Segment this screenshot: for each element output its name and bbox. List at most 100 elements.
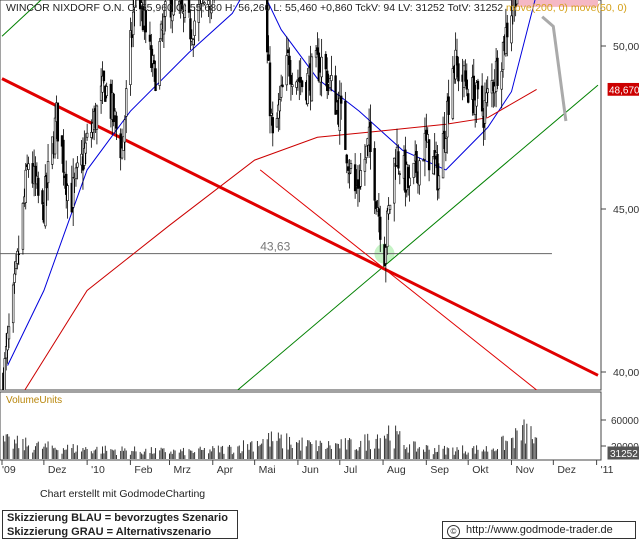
candle-body bbox=[486, 88, 489, 94]
candle-body bbox=[363, 158, 367, 172]
candle-body bbox=[6, 332, 9, 351]
candle bbox=[359, 152, 362, 190]
candle bbox=[279, 74, 283, 102]
candle-body bbox=[295, 81, 298, 88]
x-tick-label-5: Apr bbox=[217, 464, 234, 476]
x-tick-label-12: Nov bbox=[515, 464, 534, 476]
candle-body bbox=[53, 117, 57, 155]
candle-body bbox=[415, 151, 418, 173]
candle bbox=[475, 80, 478, 123]
header-open: O: 55,680 bbox=[175, 2, 222, 14]
candle-body bbox=[317, 52, 321, 82]
candle-body bbox=[138, 0, 142, 10]
candle-body bbox=[310, 56, 314, 102]
candle bbox=[95, 104, 99, 145]
candle-body bbox=[464, 70, 467, 82]
vol-last-tag bbox=[607, 446, 639, 460]
candle-body bbox=[412, 162, 415, 178]
candle-body bbox=[119, 133, 122, 159]
candle-body bbox=[193, 20, 196, 36]
candle-body bbox=[511, 5, 515, 11]
copyright-icon: © bbox=[447, 525, 460, 538]
candle-body bbox=[485, 92, 488, 103]
candle bbox=[192, 37, 195, 57]
candle-body bbox=[56, 102, 60, 142]
candle-body bbox=[379, 216, 382, 240]
candle bbox=[123, 115, 127, 161]
candle bbox=[85, 123, 89, 141]
candle-body bbox=[285, 55, 288, 86]
candle bbox=[393, 157, 396, 222]
legend-blue: Skizzierung BLAU = bevorzugtes Szenario bbox=[7, 512, 228, 524]
candle bbox=[386, 207, 389, 255]
candle bbox=[267, 35, 270, 62]
candle-body bbox=[423, 132, 427, 160]
price-tag-2 bbox=[607, 82, 639, 96]
candle bbox=[377, 192, 381, 233]
candle bbox=[162, 10, 166, 49]
candle-body bbox=[268, 62, 272, 117]
candle-body bbox=[278, 99, 281, 112]
candle-body bbox=[189, 18, 192, 40]
moving-average-0 bbox=[7, 0, 536, 366]
candle bbox=[379, 205, 382, 252]
candle-body bbox=[101, 75, 104, 93]
candle-body bbox=[444, 138, 448, 153]
candle bbox=[427, 139, 431, 182]
candle bbox=[510, 0, 513, 52]
candle bbox=[174, 0, 176, 12]
candle-body bbox=[41, 190, 44, 205]
candle bbox=[369, 104, 372, 170]
candle bbox=[172, 0, 175, 16]
candle bbox=[265, 0, 269, 64]
candle-body bbox=[510, 15, 513, 44]
candle-body bbox=[11, 284, 15, 324]
candle-body bbox=[74, 167, 78, 180]
candle bbox=[480, 73, 484, 117]
candle bbox=[125, 80, 128, 134]
candle bbox=[171, 0, 174, 34]
candle bbox=[180, 0, 184, 13]
candle bbox=[275, 112, 279, 128]
candle-body bbox=[66, 185, 69, 201]
header-low: L: 55,460 bbox=[273, 2, 318, 14]
candle bbox=[432, 156, 435, 175]
candle bbox=[299, 58, 302, 96]
candle bbox=[436, 145, 439, 201]
website-link[interactable]: © http://www.godmode-trader.de bbox=[442, 521, 636, 539]
candle bbox=[71, 158, 75, 226]
candle bbox=[501, 41, 505, 78]
x-tick-label-1: Dez bbox=[48, 464, 67, 476]
candle bbox=[339, 82, 343, 120]
candle bbox=[513, 0, 516, 22]
candle-body bbox=[306, 73, 309, 104]
candle-body bbox=[451, 68, 455, 119]
candle-body bbox=[3, 358, 6, 390]
x-tick-label-8: Jul bbox=[344, 464, 357, 476]
candle-body bbox=[84, 142, 87, 154]
candle bbox=[496, 50, 499, 90]
candle-body bbox=[426, 134, 429, 143]
candle-body bbox=[281, 84, 284, 88]
candle-body bbox=[480, 85, 484, 112]
candle bbox=[197, 0, 201, 42]
candle-body bbox=[37, 177, 40, 196]
candle bbox=[113, 108, 117, 134]
candle bbox=[101, 61, 104, 104]
candle bbox=[472, 58, 475, 116]
header-change: +0,860 bbox=[320, 2, 353, 14]
candle-body bbox=[397, 151, 400, 169]
candle bbox=[320, 38, 323, 97]
candle-body bbox=[132, 11, 135, 36]
time-axis: '09 Dez '10 Feb Mrz Apr Mai Jun Jul Aug Sep Okt Nov D… bbox=[1, 460, 614, 476]
y-tick-label-1: 45,00 bbox=[613, 204, 639, 216]
candle bbox=[418, 157, 421, 195]
candle bbox=[203, 1, 206, 6]
candle-body bbox=[500, 70, 503, 90]
candle-body bbox=[112, 93, 115, 123]
candle-body bbox=[513, 0, 516, 8]
candle bbox=[437, 163, 441, 199]
candle-body bbox=[99, 85, 103, 101]
candle bbox=[154, 60, 157, 92]
candle bbox=[200, 0, 203, 18]
